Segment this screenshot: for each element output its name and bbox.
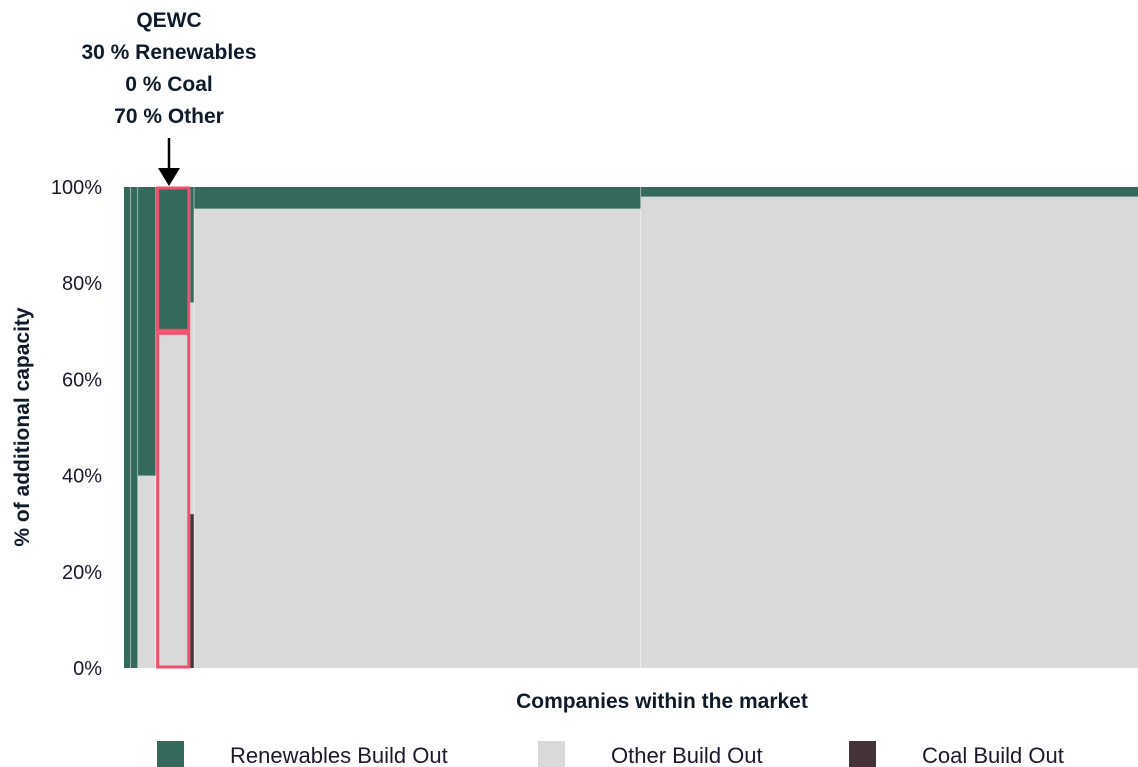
- y-tick-label: 40%: [62, 466, 102, 488]
- highlight-box-other: [156, 331, 191, 669]
- company-column: [641, 187, 1138, 668]
- annotation-line-coal: 0 % Coal: [125, 73, 213, 96]
- highlight-box-renewables: [156, 186, 191, 332]
- renewables-segment: [641, 187, 1138, 197]
- y-tick-label: 100%: [51, 177, 102, 199]
- annotation-line-other: 70 % Other: [114, 105, 224, 128]
- other-segment: [194, 208, 642, 668]
- legend-label-renewables: Renewables Build Out: [230, 743, 448, 767]
- company-column: [194, 187, 642, 668]
- legend-swatch-other: [538, 741, 565, 767]
- company-column: [131, 187, 139, 668]
- annotation-line-company: QEWC: [136, 9, 201, 32]
- legend-swatch-coal: [849, 741, 876, 767]
- legend: Renewables Build Out Other Build Out Coa…: [157, 741, 1064, 767]
- renewables-segment: [156, 187, 191, 332]
- other-segment: [641, 196, 1138, 668]
- y-tick-label: 60%: [62, 369, 102, 391]
- y-tick-label: 20%: [62, 562, 102, 584]
- legend-label-other: Other Build Out: [611, 743, 763, 767]
- renewables-segment: [138, 187, 157, 476]
- company-columns: [124, 187, 1138, 668]
- x-axis-title: Companies within the market: [516, 690, 808, 713]
- annotation: QEWC 30 % Renewables 0 % Coal 70 % Other: [81, 9, 257, 186]
- annotation-line-renewables: 30 % Renewables: [81, 41, 256, 64]
- other-segment: [190, 302, 195, 515]
- renewables-segment: [131, 187, 139, 668]
- renewables-segment: [124, 187, 132, 668]
- highlight-box-group: [156, 186, 191, 669]
- coal-segment: [190, 514, 195, 668]
- y-tick-label: 0%: [73, 658, 102, 680]
- company-column: [190, 187, 195, 668]
- legend-label-coal: Coal Build Out: [922, 743, 1064, 767]
- renewables-segment: [190, 187, 195, 303]
- annotation-arrow-head: [158, 168, 180, 186]
- renewables-segment: [194, 187, 642, 209]
- company-column: [156, 187, 191, 668]
- other-segment: [138, 475, 157, 668]
- company-column: [124, 187, 132, 668]
- y-axis-title: % of additional capacity: [11, 307, 34, 547]
- y-tick-label: 80%: [62, 273, 102, 295]
- company-column: [138, 187, 157, 668]
- other-segment: [156, 331, 191, 668]
- y-axis-ticks: 0% 20% 40% 60% 80% 100%: [51, 177, 102, 680]
- legend-swatch-renewables: [157, 741, 184, 767]
